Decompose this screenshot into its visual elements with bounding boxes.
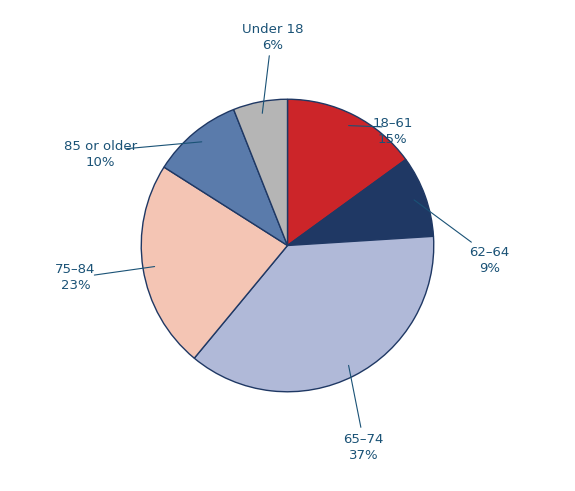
Text: 18–61
15%: 18–61 15% [373, 117, 413, 146]
Text: 65–74
37%: 65–74 37% [343, 433, 384, 462]
Wedge shape [194, 236, 434, 392]
Wedge shape [288, 99, 406, 246]
Wedge shape [164, 109, 288, 246]
Wedge shape [233, 99, 288, 246]
Text: Under 18
6%: Under 18 6% [242, 23, 304, 53]
Text: 62–64
9%: 62–64 9% [469, 246, 509, 274]
Text: 75–84
23%: 75–84 23% [55, 263, 95, 292]
Text: 85 or older
10%: 85 or older 10% [64, 140, 137, 169]
Wedge shape [288, 160, 434, 246]
Wedge shape [141, 167, 288, 358]
